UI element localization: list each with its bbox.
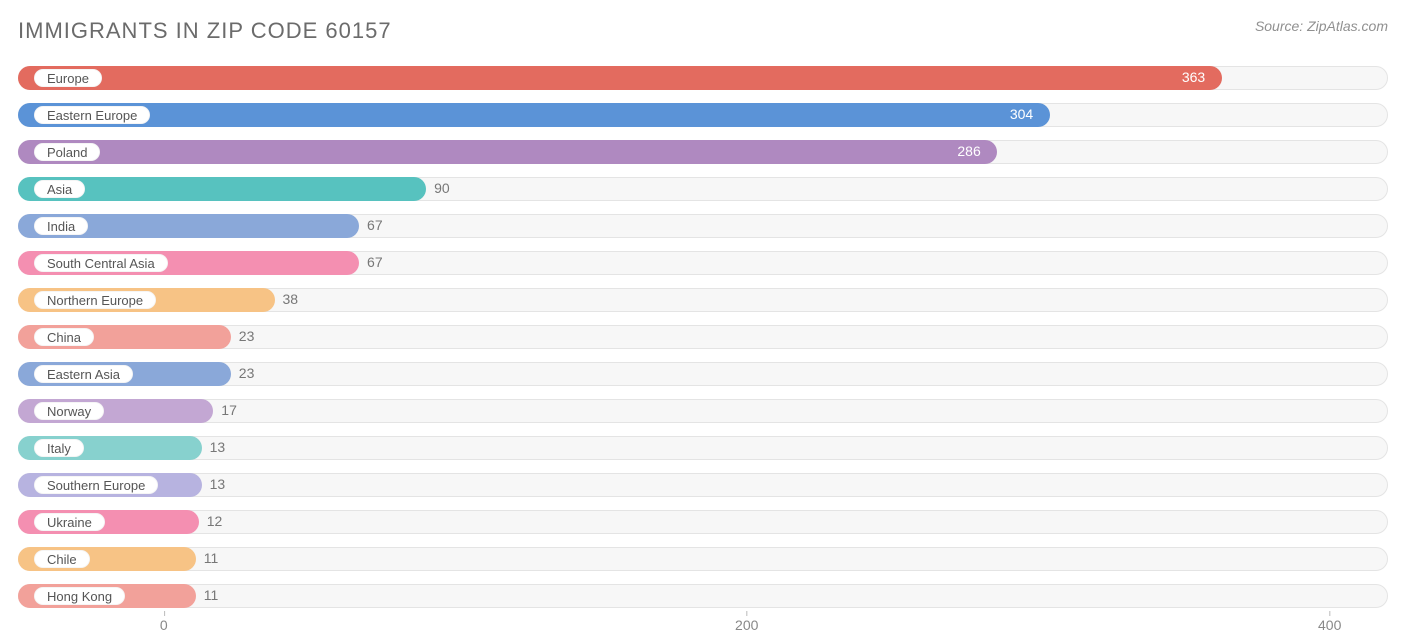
bar-track [18, 547, 1388, 571]
bar-value: 67 [367, 217, 383, 233]
bar-value: 11 [204, 587, 219, 603]
bar-row: Eastern Asia 23 [18, 358, 1388, 390]
bar-fill [18, 103, 1050, 127]
bar-row: Southern Europe 13 [18, 469, 1388, 501]
bar-row: Chile 11 [18, 543, 1388, 575]
bar-label-pill: Asia [34, 180, 85, 198]
bar-label-pill: Norway [34, 402, 104, 420]
bar-label-pill: Eastern Europe [34, 106, 150, 124]
bar-value: 38 [283, 291, 299, 307]
bar-value: 12 [207, 513, 223, 529]
bar-fill [18, 140, 997, 164]
bar-label-pill: Poland [34, 143, 100, 161]
bar-value: 90 [434, 180, 450, 196]
bar-row: Asia 90 [18, 173, 1388, 205]
bar-label-pill: South Central Asia [34, 254, 168, 272]
bar-value: 13 [210, 476, 226, 492]
bar-row: Norway 17 [18, 395, 1388, 427]
bar-row: Ukraine 12 [18, 506, 1388, 538]
bar-row: Italy 13 [18, 432, 1388, 464]
bar-fill [18, 66, 1222, 90]
chart-header: IMMIGRANTS IN ZIP CODE 60157 Source: Zip… [18, 18, 1388, 44]
bar-label-pill: Northern Europe [34, 291, 156, 309]
bar-label-pill: Italy [34, 439, 84, 457]
chart-rows: Europe 363 Eastern Europe 304 Poland 286 Asia 9… [18, 62, 1388, 612]
bar-row: China 23 [18, 321, 1388, 353]
bar-value: 13 [210, 439, 226, 455]
x-axis: 0 200 400 [18, 617, 1388, 641]
bar-value: 17 [221, 402, 237, 418]
bar-label-pill: Ukraine [34, 513, 105, 531]
bar-row: Hong Kong 11 [18, 580, 1388, 612]
bar-row: Northern Europe 38 [18, 284, 1388, 316]
bar-row: India 67 [18, 210, 1388, 242]
bar-label-pill: Southern Europe [34, 476, 158, 494]
chart-title: IMMIGRANTS IN ZIP CODE 60157 [18, 18, 392, 44]
x-tick: 400 [1318, 617, 1341, 633]
bar-value: 286 [957, 143, 980, 159]
bar-row: Europe 363 [18, 62, 1388, 94]
bar-label-pill: Hong Kong [34, 587, 125, 605]
bar-value: 67 [367, 254, 383, 270]
bar-row: Poland 286 [18, 136, 1388, 168]
bar-label-pill: India [34, 217, 88, 235]
bar-track [18, 584, 1388, 608]
bar-label-pill: China [34, 328, 94, 346]
bar-value: 363 [1182, 69, 1205, 85]
chart-source: Source: ZipAtlas.com [1255, 18, 1388, 34]
bar-value: 23 [239, 328, 255, 344]
bar-track [18, 510, 1388, 534]
bar-label-pill: Europe [34, 69, 102, 87]
bar-row: South Central Asia 67 [18, 247, 1388, 279]
x-tick: 200 [735, 617, 758, 633]
bar-label-pill: Chile [34, 550, 90, 568]
x-tick: 0 [160, 617, 168, 633]
bar-row: Eastern Europe 304 [18, 99, 1388, 131]
bar-value: 304 [1010, 106, 1033, 122]
bar-label-pill: Eastern Asia [34, 365, 133, 383]
bar-value: 23 [239, 365, 255, 381]
bar-value: 11 [204, 550, 219, 566]
bar-chart: Europe 363 Eastern Europe 304 Poland 286 Asia 9… [18, 62, 1388, 637]
